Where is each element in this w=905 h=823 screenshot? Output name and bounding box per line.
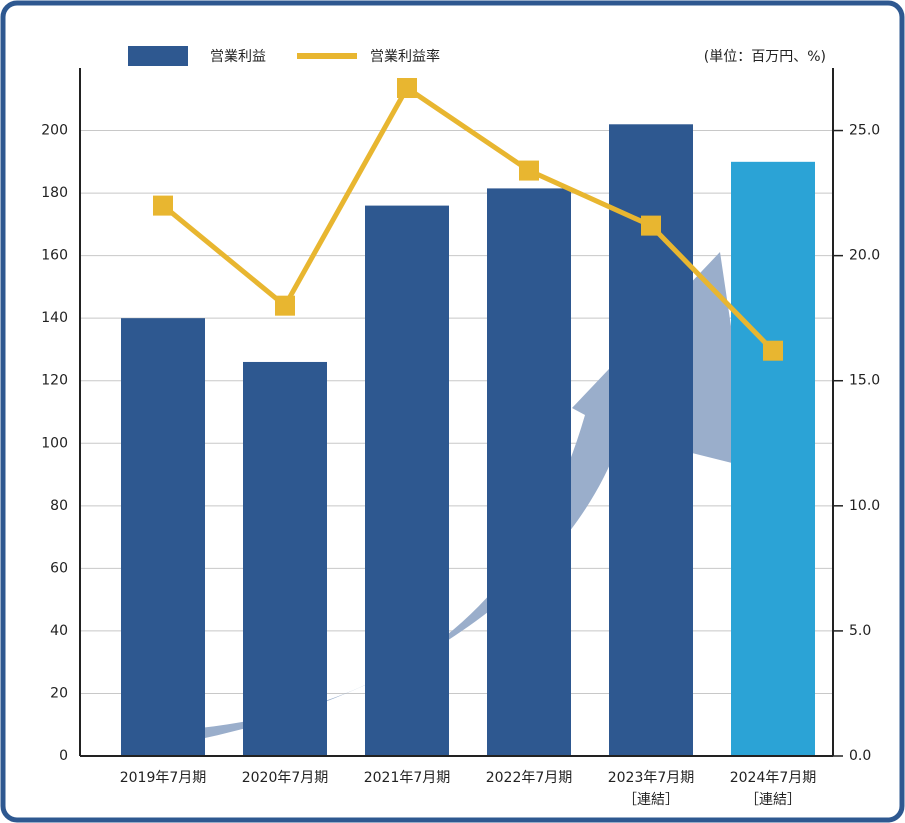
x-tick-label: 2023年7月期 [608, 770, 695, 786]
legend-swatch [128, 46, 188, 66]
marker [397, 78, 417, 99]
bar [487, 188, 571, 756]
unit-note: (単位：百万円、%) [704, 49, 826, 65]
y-tick-label: 100 [41, 435, 68, 451]
x-tick-label: 2022年7月期 [486, 770, 573, 786]
y2-tick-label: 20.0 [849, 248, 880, 264]
y2-tick-label: 25.0 [849, 123, 880, 139]
legend-label: 営業利益率 [370, 48, 440, 65]
x-tick-label: ［連結］ [745, 792, 801, 808]
y2-tick-label: 0.0 [849, 748, 871, 764]
bar [121, 318, 205, 756]
y-tick-label: 160 [41, 248, 68, 264]
y-tick-label: 140 [41, 310, 68, 326]
x-tick-label: 2019年7月期 [120, 770, 207, 786]
y2-tick-label: 5.0 [849, 623, 871, 639]
y-tick-label: 80 [50, 498, 68, 514]
marker [763, 340, 783, 361]
bar [243, 361, 327, 756]
bar [731, 161, 815, 756]
line [161, 84, 775, 353]
y-tick-label: 180 [41, 185, 68, 201]
y-tick-label: 200 [41, 123, 68, 139]
y-tick-label: 20 [50, 685, 68, 701]
y2-tick-label: 15.0 [849, 373, 880, 389]
x-tick-label: 2021年7月期 [364, 770, 451, 786]
marker [519, 160, 539, 181]
y2-tick-label: 10.0 [849, 498, 880, 514]
x-tick-label: 2020年7月期 [242, 770, 329, 786]
marker [275, 295, 295, 316]
x-tick-label: ［連結］ [623, 792, 679, 808]
y-tick-label: 60 [50, 560, 68, 576]
marker [641, 215, 661, 236]
y-tick-label: 120 [41, 373, 68, 389]
bar [365, 205, 449, 757]
x-tick-label: 2024年7月期 [730, 770, 817, 786]
y-tick-label: 0 [59, 748, 68, 764]
legend-label: 営業利益 [210, 49, 266, 65]
y-tick-label: 40 [50, 623, 68, 639]
marker [153, 195, 173, 216]
